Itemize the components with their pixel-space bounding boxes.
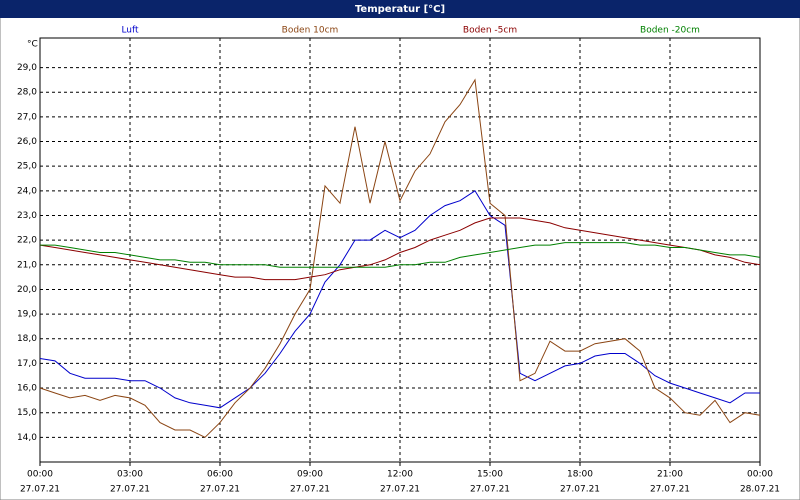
y-tick-label: 20,0 xyxy=(17,285,37,295)
y-tick-label: 15,0 xyxy=(17,408,37,418)
legend-entry: Boden 10cm xyxy=(282,26,339,36)
y-tick-label: 19,0 xyxy=(17,310,37,320)
y-tick-label: 25,0 xyxy=(17,162,37,172)
x-tick-label: 00:00 xyxy=(747,470,773,480)
x-tick-label: 12:00 xyxy=(387,470,413,480)
y-tick-label: 23,0 xyxy=(17,211,37,221)
x-tick-label: 09:00 xyxy=(297,470,323,480)
series-line xyxy=(39,190,760,409)
y-axis-label: °C xyxy=(27,40,38,50)
x-tick-date: 27.07.21 xyxy=(110,485,150,495)
x-tick-date: 28.07.21 xyxy=(740,485,780,495)
x-tick-label: 21:00 xyxy=(657,470,683,480)
x-tick-label: 06:00 xyxy=(207,470,233,480)
series-line xyxy=(39,217,761,281)
series-line xyxy=(39,78,761,438)
y-tick-label: 27,0 xyxy=(17,112,37,122)
title-bar xyxy=(0,0,800,18)
x-tick-date: 27.07.21 xyxy=(200,485,240,495)
x-tick-date: 27.07.21 xyxy=(560,485,600,495)
y-tick-label: 21,0 xyxy=(17,260,37,270)
y-tick-label: 28,0 xyxy=(17,88,37,98)
y-tick-label: 18,0 xyxy=(17,334,37,344)
y-tick-label: 26,0 xyxy=(17,137,37,147)
x-tick-date: 27.07.21 xyxy=(290,485,330,495)
legend-entry: Luft xyxy=(121,26,139,36)
x-tick-label: 15:00 xyxy=(477,470,503,480)
x-tick-date: 27.07.21 xyxy=(650,485,690,495)
y-tick-label: 17,0 xyxy=(17,359,37,369)
y-tick-label: 14,0 xyxy=(17,433,37,443)
x-tick-date: 27.07.21 xyxy=(380,485,420,495)
y-tick-label: 22,0 xyxy=(17,236,37,246)
legend-entry: Boden -20cm xyxy=(640,26,700,36)
x-tick-date: 27.07.21 xyxy=(470,485,510,495)
chart-title: Temperatur [°C] xyxy=(355,4,445,15)
x-tick-date: 27.07.21 xyxy=(20,485,60,495)
y-tick-label: 24,0 xyxy=(17,186,37,196)
x-tick-label: 00:00 xyxy=(27,470,53,480)
legend-entry: Boden -5cm xyxy=(463,26,517,36)
x-tick-label: 18:00 xyxy=(567,470,593,480)
y-tick-label: 29,0 xyxy=(17,63,37,73)
x-tick-label: 03:00 xyxy=(117,470,143,480)
series-line xyxy=(40,242,761,268)
y-tick-label: 16,0 xyxy=(17,384,37,394)
